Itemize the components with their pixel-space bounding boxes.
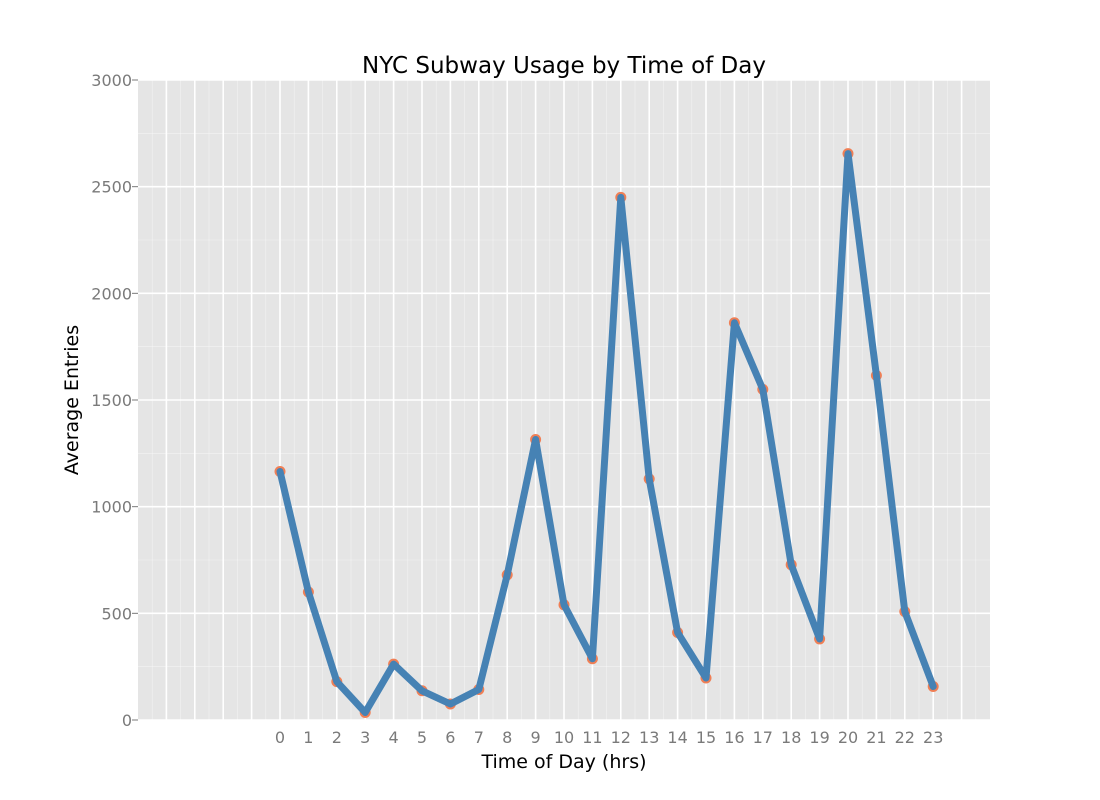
x-tick-label: 1: [303, 728, 313, 747]
x-tick-label: 23: [923, 728, 943, 747]
major-gridlines: [138, 79, 990, 721]
x-tick-label: 2: [332, 728, 342, 747]
x-tick-label: 5: [417, 728, 427, 747]
x-tick-label: 13: [639, 728, 659, 747]
y-tick-label: 1000: [91, 498, 132, 517]
x-tick-label: 11: [582, 728, 602, 747]
x-tick-label: 8: [502, 728, 512, 747]
x-tick-label: 4: [389, 728, 399, 747]
x-tick-label: 16: [724, 728, 744, 747]
y-axis-label: Average Entries: [61, 325, 83, 475]
chart-title: NYC Subway Usage by Time of Day: [362, 53, 766, 79]
x-tick-label: 22: [895, 728, 915, 747]
x-axis: 0 1 2 3 4 5 6 7 8 9 10 11 12 13 14 15 16 17 18 19 20 21 22 23: [275, 728, 943, 747]
x-tick-label: 20: [838, 728, 858, 747]
series-line: [276, 150, 937, 717]
x-tick-label: 12: [611, 728, 631, 747]
x-tick-label: 3: [360, 728, 370, 747]
x-tick-label: 21: [866, 728, 886, 747]
x-tick-label: 15: [696, 728, 716, 747]
y-tick-label: 500: [101, 604, 132, 623]
x-tick-label: 9: [531, 728, 541, 747]
x-tick-label: 18: [781, 728, 801, 747]
x-tick-label: 6: [445, 728, 455, 747]
x-tick-label: 14: [667, 728, 687, 747]
x-tick-label: 17: [753, 728, 773, 747]
y-tick-label: 0: [122, 711, 132, 730]
x-axis-label: Time of Day (hrs): [480, 751, 646, 773]
x-tick-label: 0: [275, 728, 285, 747]
x-tick-label: 19: [809, 728, 829, 747]
x-tick-label: 10: [554, 728, 574, 747]
y-tick-label: 2000: [91, 284, 132, 303]
y-tick-label: 2500: [91, 178, 132, 197]
y-tick-label: 1500: [91, 391, 132, 410]
y-axis: 0 500 1000 1500 2000 2500 3000: [91, 71, 138, 730]
y-tick-label: 3000: [91, 71, 132, 90]
x-tick-label: 7: [474, 728, 484, 747]
